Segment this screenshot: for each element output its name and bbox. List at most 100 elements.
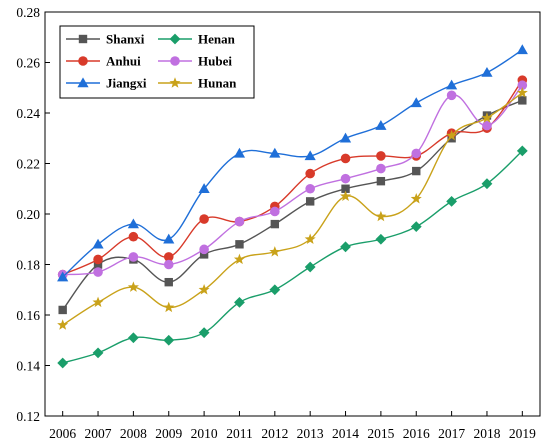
x-tick-label: 2016 xyxy=(403,426,430,441)
data-point-hubei xyxy=(376,163,386,174)
series-line-hubei xyxy=(62,84,523,276)
x-tick-label: 2008 xyxy=(120,426,147,441)
data-point-henan xyxy=(304,261,316,273)
data-point-henan xyxy=(92,347,104,359)
x-tick-label: 2018 xyxy=(473,426,500,441)
series-hubei xyxy=(57,80,528,280)
x-tick-label: 2011 xyxy=(226,426,253,441)
data-point-henan xyxy=(234,296,245,308)
data-point-hubei xyxy=(305,183,315,194)
legend-label-jiangxi: Jiangxi xyxy=(106,76,147,91)
data-point-hunan xyxy=(198,283,210,295)
data-point-shanxi xyxy=(412,166,421,176)
x-tick-label: 2012 xyxy=(261,426,288,441)
data-point-shanxi xyxy=(305,197,315,206)
series-layer xyxy=(57,44,528,369)
data-point-hubei xyxy=(270,206,280,217)
data-point-hunan xyxy=(410,193,422,204)
data-point-hunan xyxy=(481,112,493,123)
data-point-hunan xyxy=(233,253,245,265)
data-point-henan xyxy=(481,178,493,190)
x-tick-label: 2006 xyxy=(49,426,76,441)
data-point-hubei xyxy=(163,259,174,270)
data-point-anhui xyxy=(163,252,174,262)
data-point-hunan xyxy=(340,190,352,202)
x-tick-label: 2009 xyxy=(155,426,182,441)
legend-swatch-marker-hubei xyxy=(170,56,180,66)
data-point-hunan xyxy=(269,246,281,257)
data-point-henan xyxy=(410,221,422,233)
data-point-hubei xyxy=(128,252,139,262)
data-point-shanxi xyxy=(518,96,527,105)
series-henan xyxy=(57,145,528,369)
data-point-anhui xyxy=(376,151,386,161)
data-point-henan xyxy=(375,233,387,245)
data-point-anhui xyxy=(305,168,315,179)
data-point-shanxi xyxy=(199,250,209,259)
legend-swatch-marker-anhui xyxy=(78,56,88,66)
data-point-henan xyxy=(516,145,528,157)
data-point-jiangxi xyxy=(233,147,246,158)
data-point-hubei xyxy=(340,173,351,184)
data-point-shanxi xyxy=(341,184,350,193)
y-axis: 0.12 0.14 0.16 0.18 0.20 0.22 0.24 0.26 0.28 xyxy=(16,5,50,424)
x-tick-label: 2019 xyxy=(509,426,536,441)
y-tick-label: 0.22 xyxy=(16,157,40,172)
legend-label-shanxi: Shanxi xyxy=(106,32,145,47)
x-tick-label: 2013 xyxy=(297,426,324,441)
data-point-jiangxi xyxy=(410,97,422,108)
legend-label-anhui: Anhui xyxy=(106,54,141,69)
data-point-hunan xyxy=(516,87,528,98)
data-point-jiangxi xyxy=(269,147,281,158)
legend-label-hunan: Hunan xyxy=(198,76,237,91)
data-point-shanxi xyxy=(270,219,280,229)
x-tick-label: 2017 xyxy=(438,426,465,441)
legend-item-hubei: Hubei xyxy=(158,54,232,69)
data-point-hunan xyxy=(127,281,139,292)
data-point-hunan xyxy=(375,210,387,222)
data-point-henan xyxy=(163,334,175,346)
data-point-jiangxi xyxy=(198,183,210,193)
data-point-jiangxi xyxy=(92,238,104,249)
x-tick-label: 2010 xyxy=(191,426,218,441)
data-point-jiangxi xyxy=(375,120,387,130)
data-point-hunan xyxy=(163,301,175,313)
y-tick-label: 0.26 xyxy=(16,56,40,71)
legend-item-hunan: Hunan xyxy=(158,76,237,91)
data-point-henan xyxy=(127,332,139,344)
data-point-hubei xyxy=(234,216,245,227)
data-point-anhui xyxy=(340,153,351,164)
series-shanxi xyxy=(58,96,527,315)
data-point-jiangxi xyxy=(339,132,352,143)
data-point-shanxi xyxy=(93,260,103,269)
series-anhui xyxy=(57,75,528,280)
data-point-shanxi xyxy=(164,277,173,287)
legend-swatch-marker-jiangxi xyxy=(77,77,89,88)
series-line-anhui xyxy=(62,79,523,276)
legend-swatch-marker-hunan xyxy=(169,77,181,88)
data-point-hubei xyxy=(199,244,209,255)
legend-item-henan: Henan xyxy=(158,32,236,47)
data-point-henan xyxy=(269,284,281,296)
legend-item-jiangxi: Jiangxi xyxy=(66,76,147,91)
data-point-jiangxi xyxy=(127,218,139,229)
data-point-henan xyxy=(446,195,458,207)
data-point-henan xyxy=(57,357,69,369)
data-point-anhui xyxy=(128,231,139,242)
data-point-hubei xyxy=(517,80,528,91)
legend-swatch-marker-henan xyxy=(169,33,181,45)
data-point-hunan xyxy=(92,296,104,308)
y-tick-label: 0.20 xyxy=(16,207,40,222)
x-tick-label: 2014 xyxy=(332,426,359,441)
data-point-jiangxi xyxy=(481,67,493,77)
data-point-hubei xyxy=(482,120,492,131)
x-tick-label: 2007 xyxy=(85,426,112,441)
data-point-hunan xyxy=(304,233,316,244)
y-tick-label: 0.28 xyxy=(16,5,40,20)
data-point-shanxi xyxy=(376,176,386,186)
x-axis: 2006 2007 2008 2009 2010 2011 2012 2013 2014 2015… xyxy=(49,411,536,441)
data-point-jiangxi xyxy=(163,233,175,244)
data-point-hunan xyxy=(446,129,458,141)
data-point-shanxi xyxy=(58,305,67,315)
